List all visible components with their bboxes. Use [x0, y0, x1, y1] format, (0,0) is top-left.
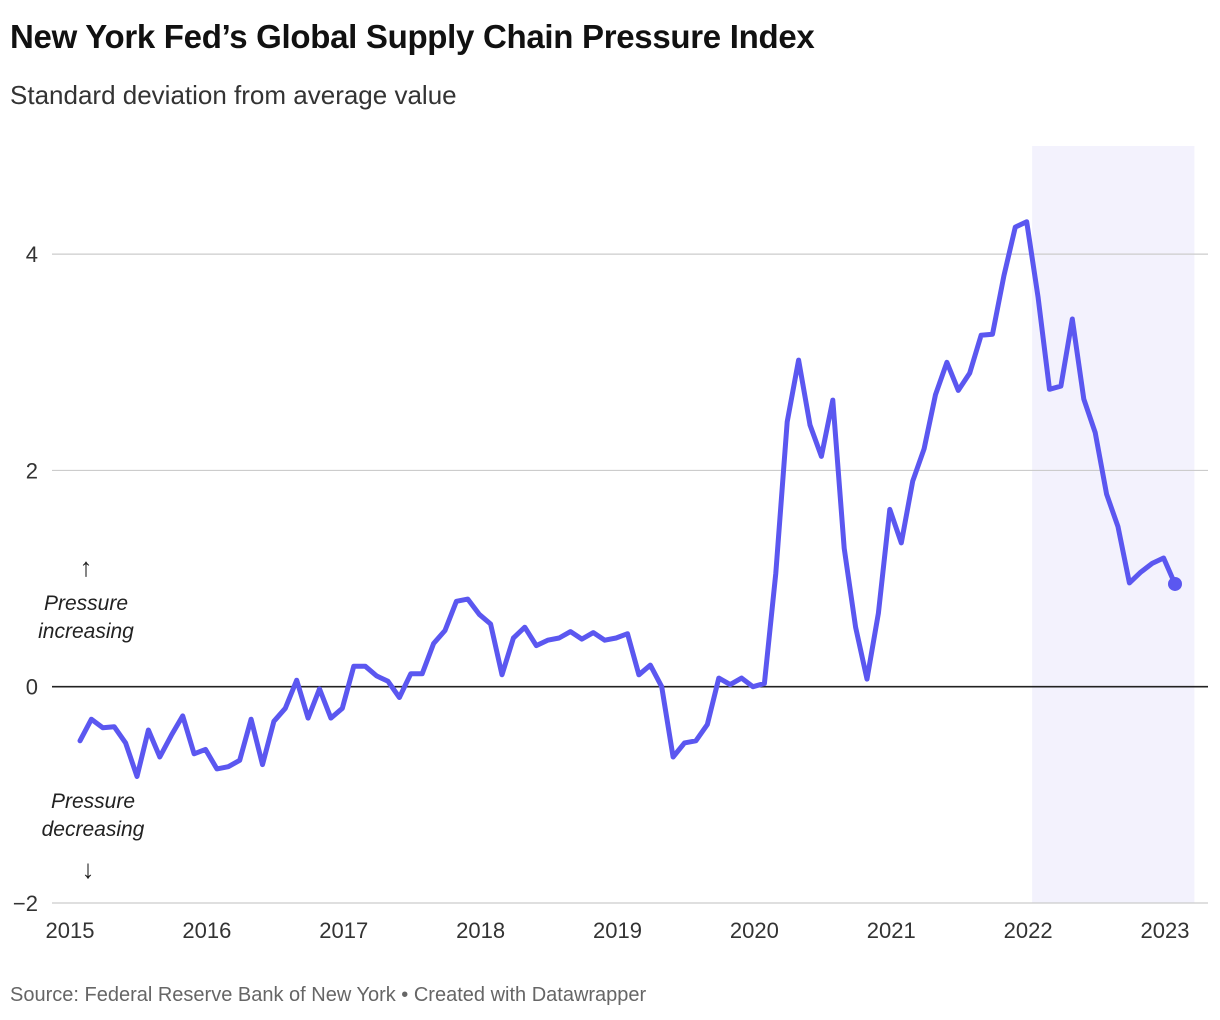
- pressure-increasing-line2: increasing: [38, 620, 134, 643]
- up-arrow: ↑: [80, 552, 93, 582]
- pressure-decreasing-line1: Pressure: [51, 790, 135, 813]
- series-layer: [77, 219, 1182, 779]
- x-tick-label: 2018: [456, 918, 505, 943]
- pressure-increasing-line1: Pressure: [44, 592, 128, 615]
- x-tick-label: 2020: [730, 918, 779, 943]
- last-point-marker: [1168, 576, 1182, 591]
- x-tick-label: 2021: [867, 918, 916, 943]
- y-tick-label: 0: [26, 675, 38, 700]
- series-line: [77, 219, 1178, 779]
- pressure-decreasing-line2: decreasing: [42, 818, 145, 841]
- y-axis-ticks: −2 0 2 4: [13, 242, 38, 916]
- y-tick-label: 2: [26, 458, 38, 483]
- x-tick-label: 2022: [1004, 918, 1053, 943]
- down-arrow: ↓: [82, 854, 95, 884]
- x-tick-label: 2016: [182, 918, 231, 943]
- x-tick-label: 2017: [319, 918, 368, 943]
- x-axis-ticks: 2015 2016 2017 2018 2019 2020 2021 2022 2023: [46, 918, 1190, 943]
- x-tick-label: 2023: [1141, 918, 1190, 943]
- annotations: ↑ Pressure increasing Pressure decreasin…: [38, 552, 145, 884]
- chart-title: New York Fed’s Global Supply Chain Press…: [10, 18, 815, 55]
- gridlines: [52, 253, 1208, 904]
- y-tick-label: 4: [26, 242, 38, 267]
- highlight-region-layer: [1032, 146, 1195, 903]
- y-tick-label: −2: [13, 891, 38, 916]
- x-tick-label: 2019: [593, 918, 642, 943]
- source-footer: Source: Federal Reserve Bank of New York…: [10, 984, 647, 1006]
- chart-subtitle: Standard deviation from average value: [10, 80, 457, 110]
- highlight-region: [1032, 146, 1195, 903]
- x-tick-label: 2015: [46, 918, 95, 943]
